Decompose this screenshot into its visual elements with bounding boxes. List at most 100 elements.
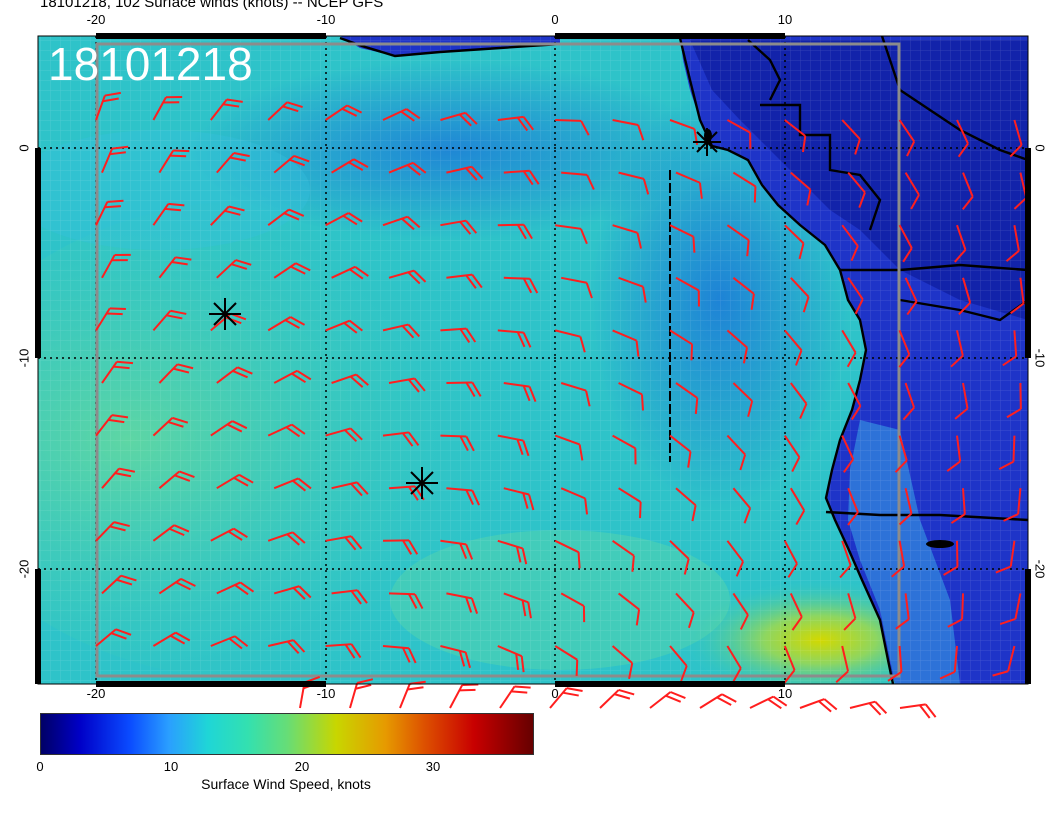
wind-barb bbox=[216, 366, 253, 384]
wind-barb bbox=[732, 171, 757, 203]
wind-barb bbox=[497, 539, 528, 565]
wind-barb bbox=[497, 115, 535, 132]
wind-barb bbox=[618, 487, 642, 519]
wind-barb bbox=[549, 687, 583, 709]
wind-barb bbox=[325, 427, 363, 443]
wind-barb bbox=[995, 540, 1016, 574]
wind-barb bbox=[732, 382, 754, 417]
wind-barb bbox=[669, 434, 692, 468]
colorbar-tick: 20 bbox=[294, 759, 310, 774]
wind-barb bbox=[503, 169, 540, 186]
wind-barb bbox=[95, 628, 132, 647]
wind-barb bbox=[388, 161, 427, 176]
wind-barb bbox=[847, 171, 866, 208]
wind-barb bbox=[726, 645, 742, 683]
star-marker bbox=[209, 298, 241, 330]
wind-barb bbox=[669, 645, 688, 682]
wind-barb bbox=[382, 539, 419, 555]
wind-barb bbox=[726, 540, 744, 577]
wind-barb bbox=[325, 319, 363, 334]
lon-tick-bottom: 10 bbox=[777, 686, 793, 701]
lat-tick-left: -20 bbox=[16, 559, 32, 579]
wind-barb bbox=[446, 165, 484, 181]
wind-barb bbox=[267, 639, 306, 655]
wind-barb bbox=[554, 539, 581, 569]
lat-tick-left: 0 bbox=[16, 144, 32, 152]
wind-barb bbox=[440, 111, 478, 127]
wind-barb bbox=[101, 360, 134, 384]
wind-barb bbox=[799, 698, 838, 713]
wind-barbs bbox=[95, 91, 1028, 736]
wind-barb bbox=[267, 208, 305, 226]
wind-barb bbox=[954, 224, 967, 263]
wind-barb bbox=[158, 577, 196, 595]
wind-barb bbox=[956, 119, 969, 158]
wind-barb bbox=[554, 645, 579, 676]
wind-barb bbox=[847, 382, 862, 421]
wind-barb bbox=[449, 683, 479, 709]
wind-barb bbox=[732, 592, 749, 630]
wind-barb bbox=[675, 171, 703, 199]
map-title: 18101218, 102 Surface winds (knots) -- N… bbox=[40, 0, 384, 11]
wind-barb bbox=[497, 329, 532, 348]
wind-barb bbox=[839, 540, 852, 579]
wind-barb bbox=[675, 592, 695, 629]
wind-barb bbox=[95, 521, 130, 542]
colorbar-tick: 0 bbox=[36, 759, 44, 774]
wind-barb bbox=[152, 96, 183, 121]
lon-tick-bottom: -20 bbox=[86, 686, 106, 701]
wind-barb bbox=[939, 645, 958, 680]
lon-tick-top: -10 bbox=[316, 12, 336, 27]
wind-barb bbox=[331, 589, 368, 605]
wind-barb bbox=[618, 276, 647, 303]
wind-barb bbox=[382, 431, 420, 447]
wind-barb bbox=[503, 382, 537, 402]
wind-barb bbox=[497, 223, 533, 240]
wind-barb bbox=[503, 592, 532, 619]
wind-barb bbox=[216, 581, 255, 596]
lat-tick-right: -10 bbox=[1032, 348, 1048, 368]
lon-tick-top: 10 bbox=[777, 12, 793, 27]
wind-barb bbox=[497, 434, 530, 457]
wind-barb bbox=[835, 645, 850, 684]
wind-barb bbox=[609, 699, 643, 733]
wind-barb bbox=[790, 382, 808, 419]
wind-barbs-below bbox=[299, 676, 937, 719]
wind-barb bbox=[669, 540, 690, 575]
lat-tick-right: 0 bbox=[1032, 144, 1048, 152]
lat-tick-right: -20 bbox=[1032, 559, 1048, 579]
wind-barb bbox=[440, 434, 475, 452]
wind-barb bbox=[158, 149, 190, 174]
wind-barb bbox=[943, 540, 959, 576]
wind-barb bbox=[612, 224, 642, 249]
wind-barb bbox=[388, 269, 427, 285]
wind-barb bbox=[726, 434, 747, 471]
wind-barb bbox=[101, 145, 129, 173]
wind-barb bbox=[158, 363, 194, 384]
wind-barb bbox=[158, 470, 195, 489]
wind-barb bbox=[267, 316, 306, 332]
wind-barb bbox=[555, 119, 590, 136]
wind-barb bbox=[675, 382, 699, 415]
wind-barb bbox=[503, 276, 539, 294]
wind-barb bbox=[560, 487, 589, 515]
wind-barb bbox=[847, 487, 859, 526]
wind-barb bbox=[891, 540, 906, 578]
wind-barb bbox=[217, 688, 254, 712]
wind-barb bbox=[499, 685, 531, 709]
wind-barb bbox=[273, 585, 312, 600]
wind-barb bbox=[561, 171, 595, 190]
wind-barb bbox=[388, 377, 426, 393]
wind-barb bbox=[440, 327, 477, 343]
wind-barb bbox=[669, 329, 694, 361]
wind-barb bbox=[273, 154, 310, 174]
wind-barb bbox=[560, 592, 586, 623]
wind-barb bbox=[210, 205, 245, 226]
wind-barb bbox=[210, 635, 249, 650]
wind-barb bbox=[612, 119, 645, 141]
wind-barb bbox=[778, 699, 802, 736]
wind-barb bbox=[950, 488, 966, 524]
wind-barb bbox=[554, 329, 586, 353]
wind-barb bbox=[446, 381, 482, 398]
